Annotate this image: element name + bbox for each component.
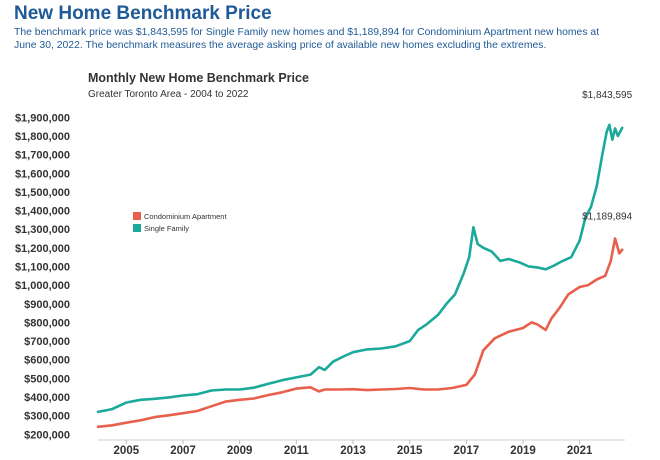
legend-swatch	[133, 212, 141, 220]
y-tick-label: $900,000	[24, 299, 70, 311]
y-tick-label: $1,800,000	[15, 131, 70, 143]
y-tick-label: $300,000	[24, 411, 70, 423]
y-tick-label: $1,600,000	[15, 168, 70, 180]
x-tick-label: 2013	[340, 445, 366, 457]
chart-title: Monthly New Home Benchmark Price	[88, 71, 309, 85]
legend-swatch	[133, 224, 141, 232]
y-tick-label: $1,300,000	[15, 224, 70, 236]
series-line-condominium-apartment	[96, 237, 624, 429]
y-tick-label: $1,400,000	[15, 206, 70, 218]
end-value-label: $1,189,894	[582, 212, 632, 223]
series-lines	[96, 123, 624, 429]
y-tick-label: $1,100,000	[15, 261, 70, 273]
y-tick-label: $700,000	[24, 336, 70, 348]
legend: Condominium Apartment Single Family	[133, 212, 227, 233]
x-tick-label: 2005	[114, 445, 140, 457]
x-tick-label: 2019	[510, 445, 536, 457]
page-title: New Home Benchmark Price	[14, 3, 272, 24]
y-tick-label: $1,500,000	[15, 187, 70, 199]
y-tick-label: $1,200,000	[15, 243, 70, 255]
x-axis: 2005 2007 2009 2011 2013 2015 2017 2019 2021	[98, 439, 625, 457]
chart-subtitle: Greater Toronto Area - 2004 to 2022	[88, 89, 249, 100]
end-value-label: $1,843,595	[582, 90, 632, 101]
y-tick-label: $400,000	[24, 392, 70, 404]
y-tick-label: $800,000	[24, 317, 70, 329]
x-tick-label: 2021	[567, 445, 593, 457]
y-axis: $200,000 $300,000 $400,000 $500,000 $600,000…	[15, 112, 70, 441]
y-tick-label: $500,000	[24, 373, 70, 385]
series-line-single-family	[96, 123, 624, 414]
x-tick-label: 2017	[454, 445, 480, 457]
x-tick-label: 2009	[227, 445, 253, 457]
y-tick-label: $1,700,000	[15, 150, 70, 162]
x-tick-label: 2015	[397, 445, 423, 457]
y-tick-label: $200,000	[24, 429, 70, 441]
end-labels: $1,189,894 $1,843,595	[582, 90, 632, 223]
y-tick-label: $600,000	[24, 355, 70, 367]
x-tick-label: 2011	[284, 445, 310, 457]
y-tick-label: $1,900,000	[15, 112, 70, 124]
legend-label: Condominium Apartment	[144, 212, 227, 221]
y-tick-label: $1,000,000	[15, 280, 70, 292]
page-description: The benchmark price was $1,843,595 for S…	[14, 27, 600, 51]
legend-label: Single Family	[144, 224, 189, 233]
x-tick-label: 2007	[170, 445, 196, 457]
